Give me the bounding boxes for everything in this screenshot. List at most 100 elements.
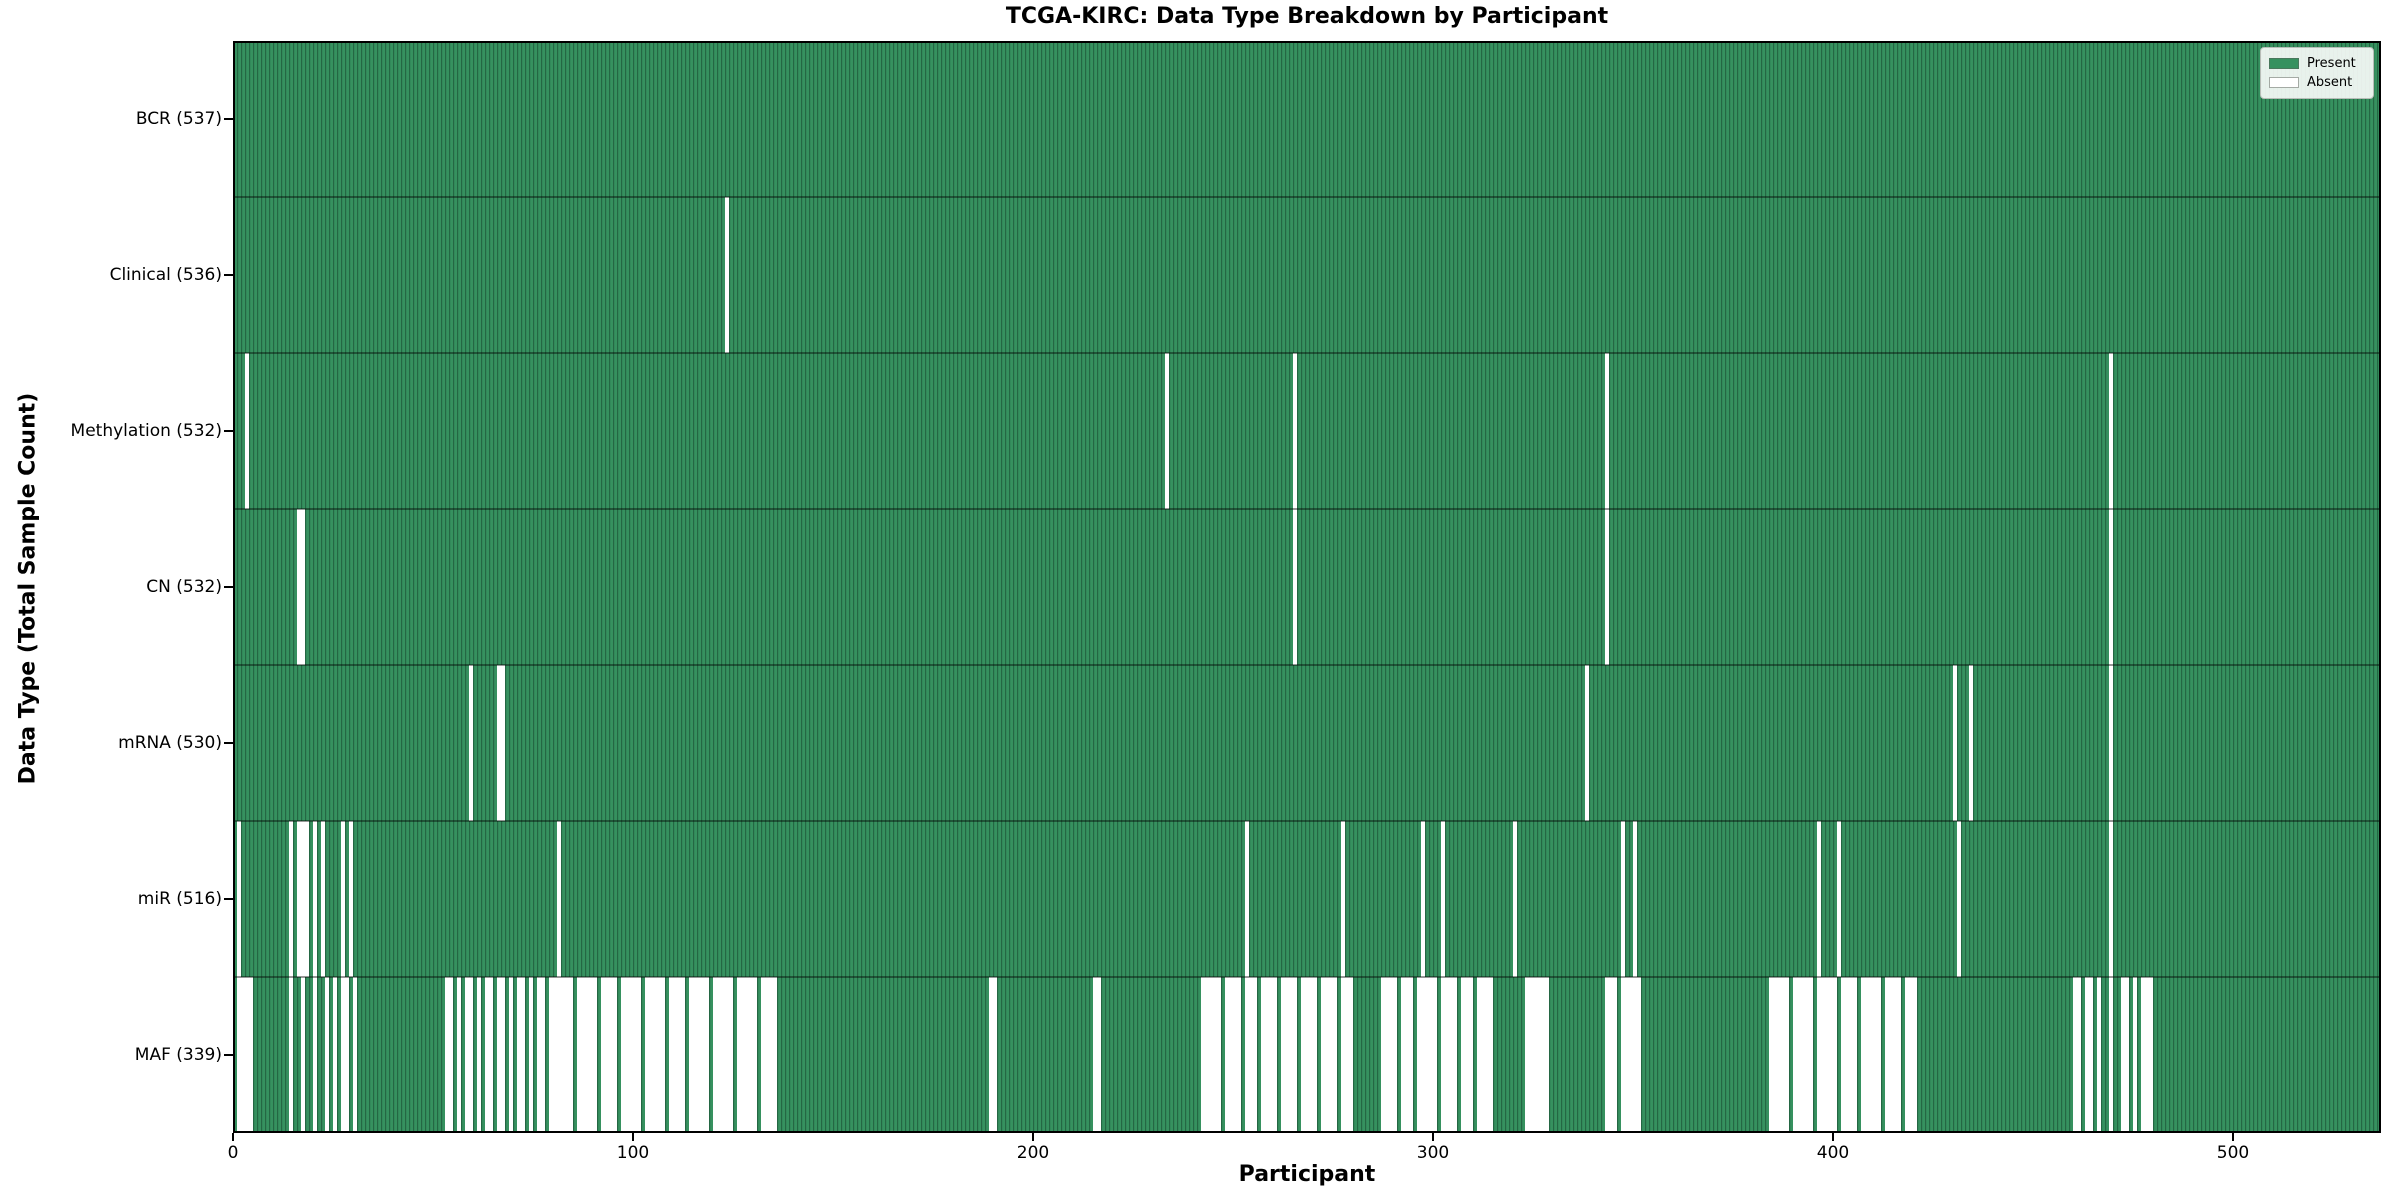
absent-gap [1817, 821, 1821, 977]
absent-gap [1605, 509, 1609, 665]
absent-gap [1585, 665, 1589, 821]
absent-gap [1605, 353, 1609, 509]
absent-gap [1769, 977, 1789, 1133]
absent-gap [1381, 977, 1397, 1133]
absent-gap [325, 977, 329, 1133]
absent-gap [1281, 977, 1297, 1133]
absent-gap [669, 977, 685, 1133]
absent-gap [537, 977, 545, 1133]
absent-gap [1321, 977, 1337, 1133]
y-tick-mark [224, 1054, 233, 1056]
absent-gap [1441, 821, 1445, 977]
absent-gap [313, 821, 317, 977]
absent-gap [445, 977, 453, 1133]
absent-gap [989, 977, 997, 1133]
absent-gap [2085, 977, 2093, 1133]
x-tick-label: 500 [2216, 1143, 2250, 1163]
y-tick-mark [224, 898, 233, 900]
absent-gap [1885, 977, 1901, 1133]
absent-gap [301, 509, 305, 665]
y-tick-mark [224, 274, 233, 276]
absent-gap [577, 977, 597, 1133]
absent-gap [237, 977, 253, 1133]
absent-gap [761, 977, 777, 1133]
absent-gap [313, 977, 317, 1133]
row-maf [237, 977, 2153, 1133]
absent-gap [1341, 821, 1345, 977]
absent-gap [1245, 821, 1249, 977]
absent-gap [341, 977, 349, 1133]
absent-gap [497, 977, 505, 1133]
y-tick-mark [224, 118, 233, 120]
absent-gap [1621, 977, 1641, 1133]
absent-gap [457, 977, 461, 1133]
absent-gap [1341, 977, 1353, 1133]
row-methylation [245, 353, 2113, 509]
absent-gap [289, 977, 293, 1133]
plot-area[interactable] [233, 41, 2381, 1133]
x-tick-mark [1432, 1133, 1434, 1141]
absent-gap [2109, 665, 2113, 821]
x-tick-label: 0 [227, 1143, 239, 1163]
y-tick-label-cn: CN (532) [146, 577, 222, 597]
y-tick-mark [224, 742, 233, 744]
absent-gap [477, 977, 481, 1133]
legend: Present Absent [2260, 47, 2374, 99]
absent-gap [557, 977, 573, 1133]
absent-gap [301, 977, 305, 1133]
row-cn [297, 509, 2113, 665]
absent-gap [1905, 977, 1917, 1133]
absent-gap [1093, 977, 1101, 1133]
absent-gap [1245, 977, 1257, 1133]
absent-gap [501, 665, 505, 821]
absent-gap [1225, 977, 1241, 1133]
absent-gap [1605, 977, 1617, 1133]
absent-gap [713, 977, 733, 1133]
x-tick-mark [232, 1133, 234, 1141]
absent-gap [1293, 509, 1297, 665]
absent-gap [1421, 821, 1425, 977]
absent-gap [1525, 977, 1549, 1133]
absent-gap [237, 821, 241, 977]
absent-gap [1633, 821, 1637, 977]
absent-gap [725, 197, 729, 353]
absent-gap [1201, 977, 1221, 1133]
x-axis-label: Participant [1238, 1162, 1376, 1187]
legend-label-present: Present [2307, 56, 2356, 71]
legend-item-present: Present [2269, 54, 2365, 73]
absent-gap [289, 821, 293, 977]
absent-gap [305, 821, 309, 977]
absent-gap [1969, 665, 1973, 821]
x-tick-mark [632, 1133, 634, 1141]
absent-gap [1461, 977, 1473, 1133]
x-tick-label: 400 [1816, 1143, 1850, 1163]
absent-gap [469, 665, 473, 821]
x-tick-mark [1032, 1133, 1034, 1141]
absent-gap [1301, 977, 1317, 1133]
absent-gap [2109, 821, 2113, 977]
absent-gap [509, 977, 513, 1133]
absent-gap [2109, 977, 2113, 1133]
absent-gap [549, 977, 557, 1133]
absent-gap [245, 353, 249, 509]
absent-gap [1841, 977, 1857, 1133]
absent-gap [1401, 977, 1413, 1133]
y-tick-label-clinical: Clinical (536) [109, 265, 222, 285]
absent-gap [497, 665, 501, 821]
absent-gap [1417, 977, 1437, 1133]
absent-gap [1837, 821, 1841, 977]
y-tick-label-bcr: BCR (537) [135, 109, 222, 129]
x-tick-label: 100 [616, 1143, 650, 1163]
absent-gap [349, 821, 353, 977]
absent-gap [2109, 353, 2113, 509]
absent-gap [297, 821, 301, 977]
legend-label-absent: Absent [2307, 75, 2353, 90]
y-tick-mark [224, 430, 233, 432]
absent-gap [333, 977, 337, 1133]
bar-edges-texture [233, 41, 2381, 1133]
y-tick-label-mir: miR (516) [137, 889, 222, 909]
x-tick-mark [1832, 1133, 1834, 1141]
absent-gap [1293, 353, 1297, 509]
absent-gap [2133, 977, 2137, 1133]
